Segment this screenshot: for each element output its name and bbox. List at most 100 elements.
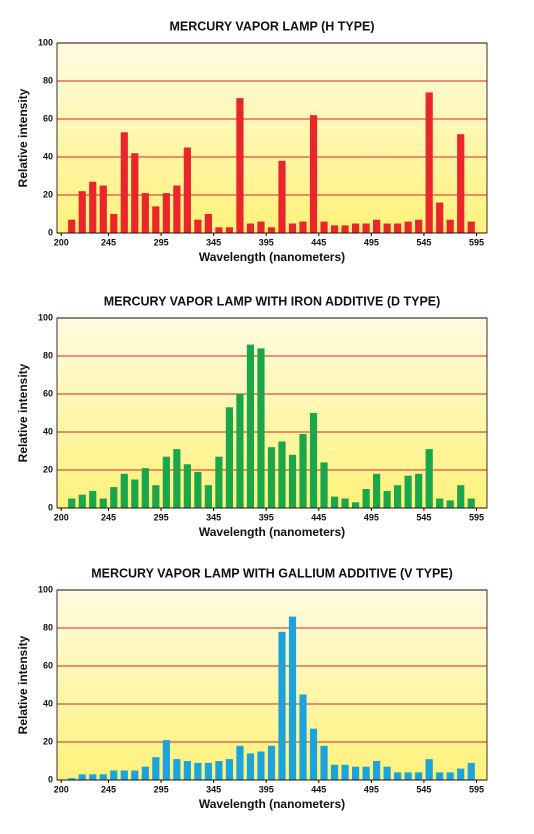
bar bbox=[152, 757, 160, 780]
x-tick-label: 495 bbox=[364, 784, 379, 794]
bar bbox=[467, 762, 475, 780]
bar bbox=[257, 348, 265, 508]
bar bbox=[404, 221, 412, 233]
bar bbox=[152, 206, 160, 233]
bar bbox=[78, 774, 86, 780]
bar bbox=[362, 489, 370, 508]
y-tick-label: 100 bbox=[38, 584, 53, 594]
bar bbox=[215, 227, 223, 233]
y-tick-label: 80 bbox=[43, 622, 53, 632]
bar bbox=[246, 344, 255, 508]
bar bbox=[204, 762, 212, 780]
bar bbox=[309, 728, 318, 780]
bar bbox=[457, 134, 465, 233]
bar bbox=[99, 774, 107, 780]
bar bbox=[120, 132, 128, 233]
bar bbox=[288, 223, 297, 233]
y-axis-label: Relative intensity bbox=[16, 635, 30, 734]
bar bbox=[351, 502, 360, 508]
bar bbox=[152, 485, 160, 508]
bar bbox=[204, 485, 212, 508]
x-tick-label: 245 bbox=[101, 512, 116, 522]
bar bbox=[436, 498, 444, 508]
bar bbox=[162, 740, 170, 780]
bar bbox=[415, 473, 423, 508]
plot-frame bbox=[56, 42, 488, 234]
bar bbox=[446, 219, 454, 233]
bar bbox=[110, 214, 118, 233]
y-tick-label: 100 bbox=[38, 37, 53, 47]
bar bbox=[173, 449, 181, 508]
bar bbox=[173, 185, 181, 233]
bar bbox=[425, 759, 433, 780]
bar bbox=[309, 413, 318, 508]
bar bbox=[257, 751, 265, 780]
y-tick-label: 20 bbox=[43, 736, 53, 746]
bar bbox=[225, 759, 234, 780]
bar bbox=[89, 490, 97, 508]
x-axis-label: Wavelength (nanometers) bbox=[199, 797, 345, 811]
bar bbox=[467, 498, 475, 508]
bar bbox=[288, 454, 297, 508]
bar bbox=[267, 447, 276, 508]
bar bbox=[278, 160, 286, 233]
bar bbox=[204, 214, 212, 233]
bar bbox=[120, 770, 128, 780]
bar bbox=[383, 490, 391, 508]
x-tick-label: 545 bbox=[416, 512, 431, 522]
y-tick-label: 40 bbox=[43, 698, 53, 708]
bar bbox=[362, 766, 370, 780]
bar bbox=[162, 456, 170, 508]
bar bbox=[425, 449, 433, 508]
bar bbox=[183, 464, 191, 508]
x-tick-label: 495 bbox=[364, 237, 379, 247]
x-axis-label: Wavelength (nanometers) bbox=[199, 250, 345, 264]
bar bbox=[110, 770, 118, 780]
x-tick-label: 345 bbox=[206, 237, 221, 247]
bar bbox=[99, 498, 107, 508]
plot-frame bbox=[56, 589, 488, 781]
x-tick-label: 200 bbox=[54, 784, 69, 794]
bar bbox=[215, 456, 223, 508]
y-tick-label: 60 bbox=[43, 660, 53, 670]
chart-title: MERCURY VAPOR LAMP WITH IRON ADDITIVE (D… bbox=[104, 294, 441, 308]
bar bbox=[415, 772, 423, 780]
bar bbox=[68, 219, 76, 233]
bar bbox=[341, 225, 349, 233]
x-tick-label: 295 bbox=[154, 784, 169, 794]
x-tick-label: 395 bbox=[259, 784, 274, 794]
bar bbox=[278, 441, 286, 508]
plot-background bbox=[57, 43, 487, 233]
bar bbox=[330, 225, 339, 233]
bar bbox=[415, 219, 423, 233]
x-tick-label: 595 bbox=[469, 237, 484, 247]
bar bbox=[78, 191, 86, 233]
bar bbox=[341, 764, 349, 780]
x-tick-label: 345 bbox=[206, 784, 221, 794]
x-tick-label: 545 bbox=[416, 784, 431, 794]
bar bbox=[246, 753, 255, 780]
bar bbox=[394, 772, 402, 780]
bar bbox=[257, 221, 265, 233]
bar bbox=[246, 223, 255, 233]
bar bbox=[394, 485, 402, 508]
y-tick-label: 20 bbox=[43, 464, 53, 474]
bar bbox=[141, 468, 149, 508]
bar bbox=[131, 770, 139, 780]
bar bbox=[383, 766, 391, 780]
bar bbox=[278, 631, 286, 780]
y-tick-label: 40 bbox=[43, 151, 53, 161]
y-tick-label: 20 bbox=[43, 189, 53, 199]
bar bbox=[383, 223, 391, 233]
bar bbox=[110, 487, 118, 508]
y-tick-label: 100 bbox=[38, 312, 53, 322]
bar bbox=[68, 498, 76, 508]
bar bbox=[457, 485, 465, 508]
bar bbox=[457, 768, 465, 780]
bar bbox=[362, 223, 370, 233]
bar bbox=[320, 745, 328, 780]
x-tick-label: 200 bbox=[54, 512, 69, 522]
bar bbox=[351, 223, 360, 233]
